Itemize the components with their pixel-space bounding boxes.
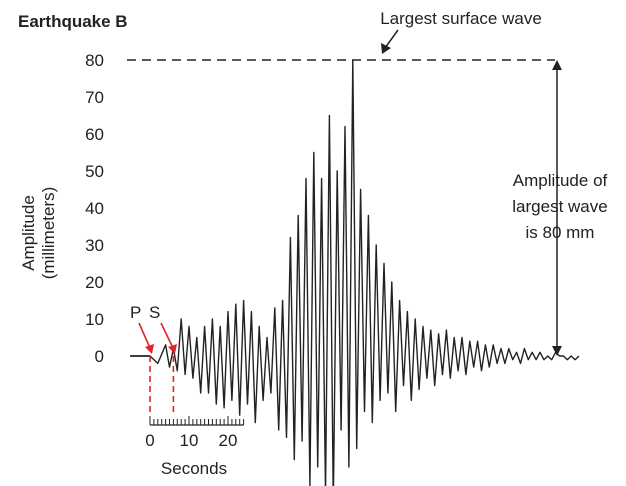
s-wave-arrow-head	[168, 344, 177, 354]
amplitude-note-line1: Amplitude of	[513, 171, 608, 190]
y-tick-label: 0	[95, 347, 104, 366]
y-tick-label: 50	[85, 162, 104, 181]
x-tick-label: 10	[180, 431, 199, 450]
y-tick-label: 70	[85, 88, 104, 107]
y-axis-label-line1: Amplitude	[19, 195, 38, 271]
peak-arrow-line	[384, 29, 399, 49]
y-tick-label: 10	[85, 310, 104, 329]
y-tick-labels: 80 70 60 50 40 30 20 10 0	[85, 51, 104, 366]
s-wave-arrow-line	[160, 322, 174, 349]
y-axis-label-line2: (millimeters)	[39, 187, 58, 280]
seconds-scale: 0 10 20	[145, 416, 245, 450]
y-tick-label: 60	[85, 125, 104, 144]
x-tick-label: 0	[145, 431, 154, 450]
y-axis-label: Amplitude (millimeters)	[19, 187, 58, 280]
p-wave-arrow-head	[145, 344, 154, 354]
x-axis-label: Seconds	[161, 459, 227, 478]
seismogram-trace	[130, 59, 580, 486]
p-wave-arrow-line	[138, 322, 151, 349]
y-tick-label: 80	[85, 51, 104, 70]
amplitude-note-line3: is 80 mm	[526, 223, 595, 242]
x-tick-label: 20	[219, 431, 238, 450]
peak-label: Largest surface wave	[380, 9, 542, 28]
y-tick-label: 40	[85, 199, 104, 218]
s-wave-label: S	[149, 303, 160, 322]
y-tick-label: 30	[85, 236, 104, 255]
p-wave-label: P	[130, 303, 141, 322]
amplitude-arrow-bottom	[552, 346, 562, 356]
chart-title: Earthquake B	[18, 12, 128, 31]
amplitude-arrow-top	[552, 60, 562, 70]
y-tick-label: 20	[85, 273, 104, 292]
peak-arrow-head	[381, 43, 391, 54]
amplitude-note-line2: largest wave	[512, 197, 607, 216]
